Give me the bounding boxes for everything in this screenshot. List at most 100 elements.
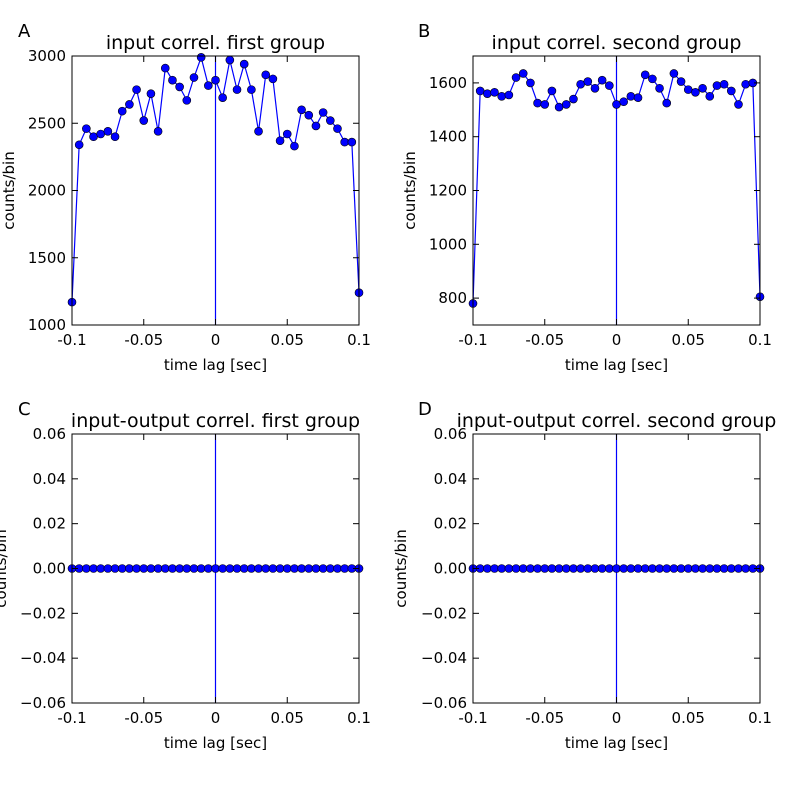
y-tick-label-d: 0.04 <box>434 470 467 488</box>
data-point-b <box>483 89 492 98</box>
panel-letter-c: C <box>18 399 31 420</box>
data-point-b <box>561 100 571 109</box>
data-point-c <box>225 564 235 573</box>
data-point-b <box>590 83 600 93</box>
data-point-b <box>648 74 657 84</box>
data-point-a <box>125 100 134 109</box>
data-point-a <box>153 127 163 136</box>
x-tick-label-d: -0.1 <box>458 709 487 727</box>
data-point-c <box>146 564 156 573</box>
data-point-a <box>268 74 278 84</box>
data-point-d <box>533 564 542 573</box>
data-point-b <box>518 69 528 78</box>
x-tick-label-b: -0.1 <box>458 331 487 349</box>
y-tick-label-b: 1600 <box>429 74 467 92</box>
data-point-c <box>333 564 342 573</box>
data-point-d <box>497 564 507 573</box>
data-point-d <box>526 564 535 573</box>
data-point-b <box>497 92 507 101</box>
data-point-b <box>490 88 499 97</box>
data-point-d <box>734 564 743 573</box>
data-point-a <box>325 116 335 125</box>
data-point-c <box>175 564 184 573</box>
data-point-c <box>297 564 306 573</box>
data-point-c <box>89 564 98 573</box>
y-tick-label-c: 0.06 <box>33 425 66 443</box>
data-point-d <box>619 564 628 573</box>
x-tick-label-b: 0.1 <box>748 331 772 349</box>
y-tick-label-c: −0.02 <box>20 604 66 622</box>
data-point-d <box>590 564 600 573</box>
data-point-d <box>648 564 657 573</box>
data-point-a <box>82 124 91 133</box>
data-point-b <box>605 81 614 90</box>
data-point-a <box>160 63 170 73</box>
data-point-b <box>669 69 679 78</box>
y-tick-label-b: 1400 <box>429 128 467 146</box>
data-point-b <box>554 102 564 112</box>
data-point-c <box>211 564 220 573</box>
x-tick-label-d: -0.05 <box>525 709 564 727</box>
ticks-a: -0.1 -0.05 0 0.05 0.1 1000 1500 2000 2500 3000 <box>28 47 371 349</box>
y-tick-label-a: 3000 <box>28 47 66 65</box>
data-point-d <box>576 564 585 573</box>
data-point-a <box>304 110 314 120</box>
x-tick-label-c: -0.05 <box>124 709 163 727</box>
data-point-c <box>318 564 328 573</box>
y-tick-label-b: 1200 <box>429 182 467 200</box>
data-point-c <box>132 564 141 573</box>
data-point-d <box>554 564 564 573</box>
data-point-b <box>576 79 585 89</box>
x-axis-label-b: time lag [sec] <box>565 356 668 374</box>
data-point-a <box>175 82 184 92</box>
data-point-a <box>89 132 98 141</box>
x-tick-label-a: 0.1 <box>347 331 371 349</box>
x-tick-label-b: 0.05 <box>672 331 705 349</box>
x-tick-label-d: 0.1 <box>748 709 772 727</box>
data-point-b <box>583 77 593 86</box>
data-point-c <box>247 564 256 573</box>
panel-d: D input-output correl. second group -0.1… <box>392 399 776 752</box>
x-tick-label-c: -0.1 <box>57 709 86 727</box>
plot-area-a <box>67 53 364 325</box>
data-point-a <box>74 140 84 150</box>
data-point-c <box>168 564 177 573</box>
x-axis-label-c: time lag [sec] <box>164 734 267 752</box>
y-tick-label-a: 2000 <box>28 182 66 200</box>
data-point-b <box>547 86 557 96</box>
data-point-a <box>146 89 156 98</box>
data-point-a <box>168 75 177 85</box>
data-point-d <box>511 564 521 573</box>
x-tick-label-d: 0.05 <box>672 709 705 727</box>
x-tick-label-a: 0.05 <box>271 331 304 349</box>
data-point-d <box>719 564 729 573</box>
data-point-b <box>676 77 686 86</box>
y-tick-label-c: 0.02 <box>33 515 66 533</box>
data-point-d <box>640 564 650 573</box>
data-point-c <box>254 564 263 573</box>
x-axis-label-a: time lag [sec] <box>164 356 267 374</box>
data-point-d <box>490 564 499 573</box>
data-point-b <box>683 85 693 94</box>
data-point-a <box>211 75 220 85</box>
data-point-c <box>232 564 242 573</box>
x-tick-label-c: 0.1 <box>347 709 371 727</box>
data-point-b <box>511 73 521 82</box>
data-point-c <box>239 564 249 573</box>
data-point-a <box>239 59 249 69</box>
data-point-d <box>612 564 621 573</box>
panel-letter-a: A <box>18 21 31 42</box>
data-point-d <box>633 564 643 573</box>
data-point-d <box>483 564 492 573</box>
data-point-b <box>569 94 578 104</box>
data-point-b <box>533 98 542 108</box>
data-point-c <box>275 564 285 573</box>
data-point-a <box>275 136 285 146</box>
data-point-a <box>182 96 192 105</box>
data-point-a <box>218 93 227 102</box>
data-point-d <box>518 564 528 573</box>
data-point-a <box>132 85 141 94</box>
chart-title-d: input-output correl. second group <box>457 410 777 432</box>
data-point-a <box>110 132 120 141</box>
y-axis-label-b: counts/bin <box>401 151 419 229</box>
